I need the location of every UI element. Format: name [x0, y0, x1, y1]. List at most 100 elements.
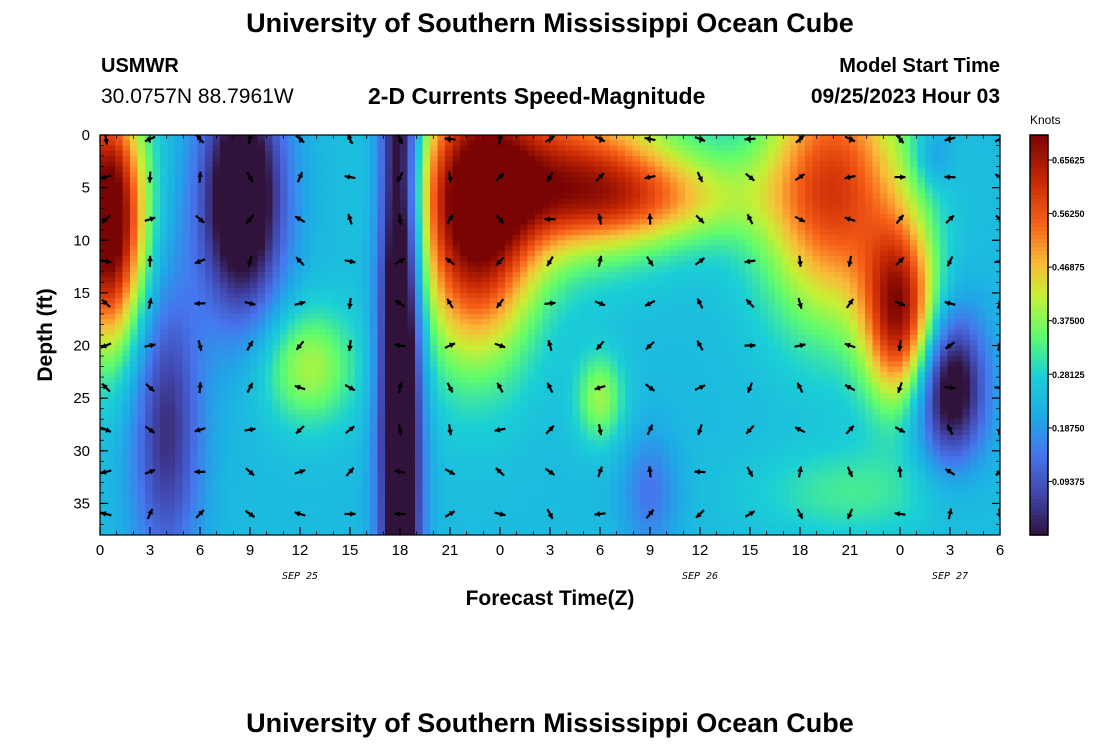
heatmap-cell [175, 335, 184, 341]
heatmap-cell [310, 282, 319, 289]
heatmap-cell [550, 335, 559, 341]
heatmap-cell [145, 156, 154, 162]
heatmap-cell [257, 335, 266, 341]
heatmap-cell [107, 156, 116, 162]
heatmap-cell [122, 456, 131, 462]
heatmap-cell [347, 429, 356, 436]
heatmap-cell [407, 435, 416, 441]
heatmap-cell [407, 487, 416, 494]
heatmap-cell [310, 508, 319, 515]
heatmap-cell [295, 524, 304, 531]
heatmap-cell [505, 282, 514, 289]
heatmap-cell [362, 198, 371, 205]
heatmap-cell [182, 392, 191, 399]
heatmap-cell [280, 261, 289, 268]
heatmap-cell [265, 135, 274, 141]
heatmap-cell [100, 319, 109, 326]
heatmap-cell [347, 366, 356, 373]
heatmap-cell [385, 298, 394, 305]
heatmap-cell [287, 440, 296, 447]
heatmap-cell [550, 435, 559, 441]
heatmap-cell [220, 308, 229, 315]
heatmap-cell [122, 471, 131, 478]
heatmap-cell [565, 377, 574, 383]
heatmap-cell [317, 456, 326, 462]
heatmap-cell [535, 487, 544, 494]
heatmap-cell [437, 419, 446, 426]
heatmap-cell [197, 392, 206, 399]
heatmap-cell [167, 382, 176, 389]
heatmap-cell [160, 466, 169, 473]
heatmap-cell [527, 319, 536, 326]
heatmap-cell [182, 482, 191, 489]
heatmap-cell [445, 435, 454, 441]
heatmap-cell [452, 261, 461, 268]
heatmap-cell [265, 440, 274, 447]
heatmap-cell [355, 235, 364, 241]
heatmap-cell [310, 166, 319, 173]
heatmap-cell [497, 429, 506, 436]
heatmap-cell [550, 477, 559, 483]
heatmap-cell [430, 324, 439, 331]
heatmap-cell [557, 203, 566, 210]
heatmap-cell [257, 398, 266, 405]
heatmap-cell [242, 477, 251, 483]
heatmap-cell [212, 471, 221, 478]
heatmap-cell [100, 435, 109, 441]
heatmap-cell [265, 492, 274, 499]
heatmap-cell [482, 498, 491, 505]
heatmap-cell [505, 261, 514, 268]
heatmap-cell [400, 329, 409, 336]
heatmap-cell [452, 303, 461, 310]
heatmap-cell [565, 471, 574, 478]
heatmap-cell [122, 398, 131, 405]
heatmap-cell [475, 313, 484, 320]
heatmap-cell [257, 282, 266, 289]
heatmap-cell [460, 340, 469, 347]
heatmap-cell [400, 198, 409, 205]
heatmap-cell [445, 319, 454, 326]
heatmap-cell [242, 213, 251, 220]
heatmap-cell [190, 182, 199, 189]
heatmap-cell [182, 445, 191, 452]
heatmap-cell [497, 224, 506, 231]
heatmap-cell [445, 192, 454, 199]
heatmap-cell [422, 429, 431, 436]
heatmap-cell [242, 461, 251, 468]
heatmap-cell [572, 250, 581, 257]
heatmap-cell [167, 508, 176, 515]
heatmap-cell [467, 245, 476, 252]
heatmap-cell [145, 408, 154, 415]
heatmap-cell [160, 156, 169, 162]
heatmap-cell [272, 477, 281, 483]
heatmap-cell [452, 161, 461, 168]
heatmap-cell [115, 350, 124, 357]
heatmap-cell [340, 224, 349, 231]
heatmap-cell [220, 329, 229, 336]
heatmap-cell [265, 140, 274, 147]
heatmap-cell [452, 177, 461, 183]
heatmap-cell [257, 324, 266, 331]
heatmap-cell [295, 482, 304, 489]
heatmap-cell [272, 456, 281, 462]
heatmap-cell [317, 424, 326, 431]
heatmap-cell [505, 392, 514, 399]
heatmap-cell [310, 208, 319, 215]
heatmap-cell [265, 529, 274, 535]
heatmap-cell [520, 524, 529, 531]
heatmap-cell [505, 319, 514, 326]
heatmap-cell [475, 277, 484, 283]
heatmap-cell [152, 229, 161, 236]
heatmap-cell [415, 340, 424, 347]
heatmap-cell [520, 266, 529, 273]
heatmap-cell [482, 224, 491, 231]
heatmap-cell [572, 335, 581, 341]
heatmap-cell [250, 319, 259, 326]
heatmap-cell [370, 461, 379, 468]
heatmap-cell [370, 292, 379, 299]
heatmap-cell [490, 408, 499, 415]
heatmap-cell [490, 240, 499, 247]
heatmap-cell [250, 413, 259, 420]
heatmap-cell [167, 308, 176, 315]
heatmap-cell [302, 340, 311, 347]
